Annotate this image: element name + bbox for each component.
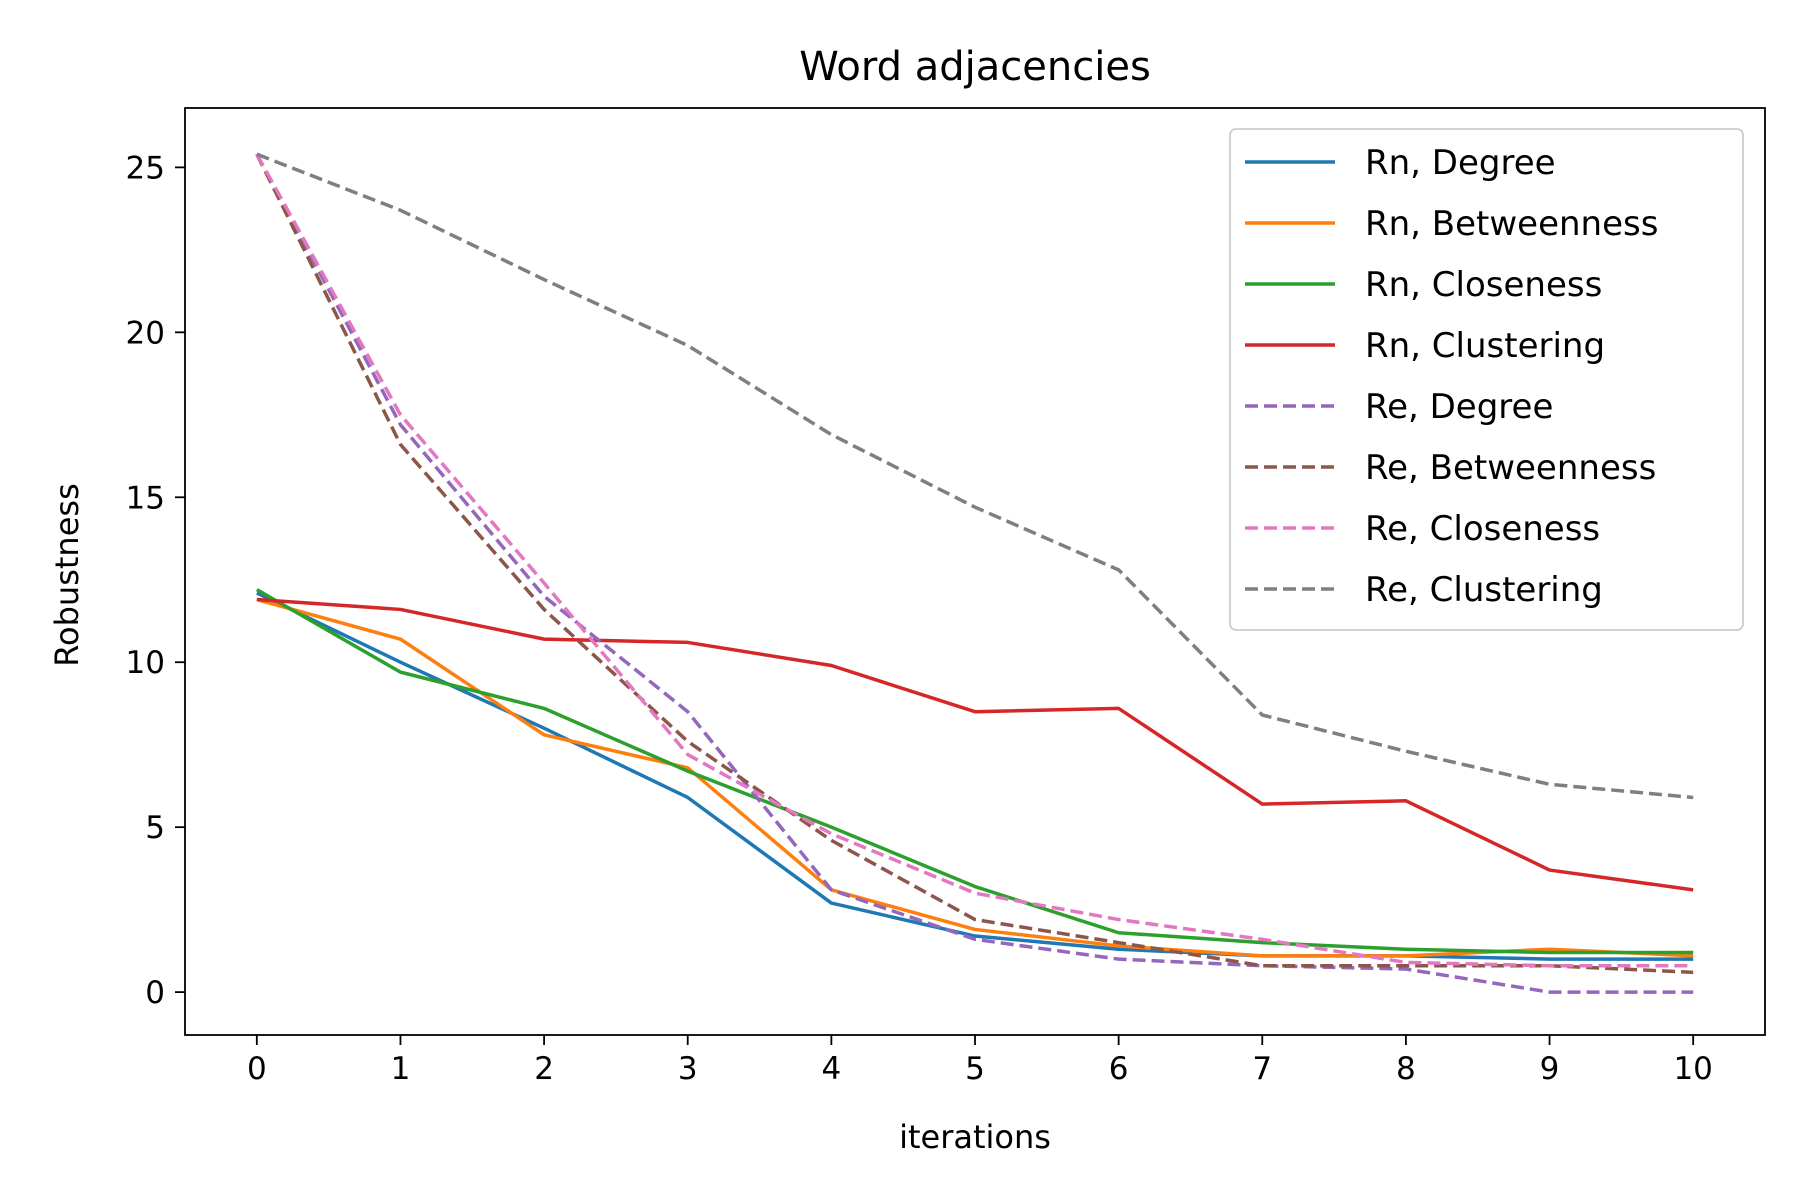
x-tick-label: 3 — [678, 1051, 698, 1087]
legend-label-rn-betweenness: Rn, Betweenness — [1365, 204, 1658, 244]
x-tick-label: 10 — [1673, 1051, 1712, 1087]
x-tick-label: 5 — [965, 1051, 985, 1087]
series-layer — [255, 152, 1694, 994]
series-line-rn-betweenness — [256, 597, 1694, 958]
legend: Rn, Degree Rn, Betweenness Rn, Closeness Rn… — [1229, 128, 1744, 631]
y-axis: 0 5 10 15 20 25 — [126, 150, 185, 1011]
legend-label-re-closeness: Re, Closeness — [1365, 509, 1600, 549]
x-tick-label: 1 — [391, 1051, 411, 1087]
legend-label-rn-degree: Rn, Degree — [1365, 143, 1556, 183]
series-line-re-degree — [255, 153, 1694, 994]
series-line-rn-clustering — [256, 597, 1694, 892]
legend-label-re-betweenness: Re, Betweenness — [1365, 448, 1656, 488]
y-tick-label: 5 — [145, 810, 165, 846]
y-tick-label: 15 — [126, 480, 165, 516]
y-tick-label: 10 — [126, 645, 165, 681]
legend-box — [1229, 128, 1744, 631]
legend-label-rn-closeness: Rn, Closeness — [1365, 265, 1602, 305]
x-tick-label: 9 — [1540, 1051, 1560, 1087]
y-tick-label: 25 — [126, 150, 165, 186]
legend-label-rn-clustering: Rn, Clustering — [1365, 326, 1605, 366]
y-tick-label: 20 — [126, 315, 165, 351]
chart-title: Word adjacencies — [799, 44, 1151, 90]
x-tick-label: 0 — [247, 1051, 267, 1087]
x-tick-label: 7 — [1252, 1051, 1272, 1087]
legend-label-re-degree: Re, Degree — [1365, 387, 1553, 427]
y-tick-label: 0 — [145, 975, 165, 1011]
x-tick-label: 8 — [1396, 1051, 1416, 1087]
x-axis-label: iterations — [899, 1118, 1051, 1156]
series-line-re-clustering — [256, 152, 1694, 800]
series-line-re-betweenness — [255, 153, 1694, 975]
series-line-rn-degree — [256, 591, 1694, 961]
series-line-rn-closeness — [255, 588, 1694, 955]
y-axis-label: Robustness — [48, 483, 86, 667]
x-axis: 0 1 2 3 4 5 6 7 8 9 10 — [247, 1035, 1713, 1087]
x-tick-label: 6 — [1109, 1051, 1129, 1087]
x-tick-label: 4 — [821, 1051, 841, 1087]
x-tick-label: 2 — [534, 1051, 554, 1087]
legend-label-re-clustering: Re, Clustering — [1365, 570, 1603, 610]
series-line-re-closeness — [255, 153, 1694, 968]
